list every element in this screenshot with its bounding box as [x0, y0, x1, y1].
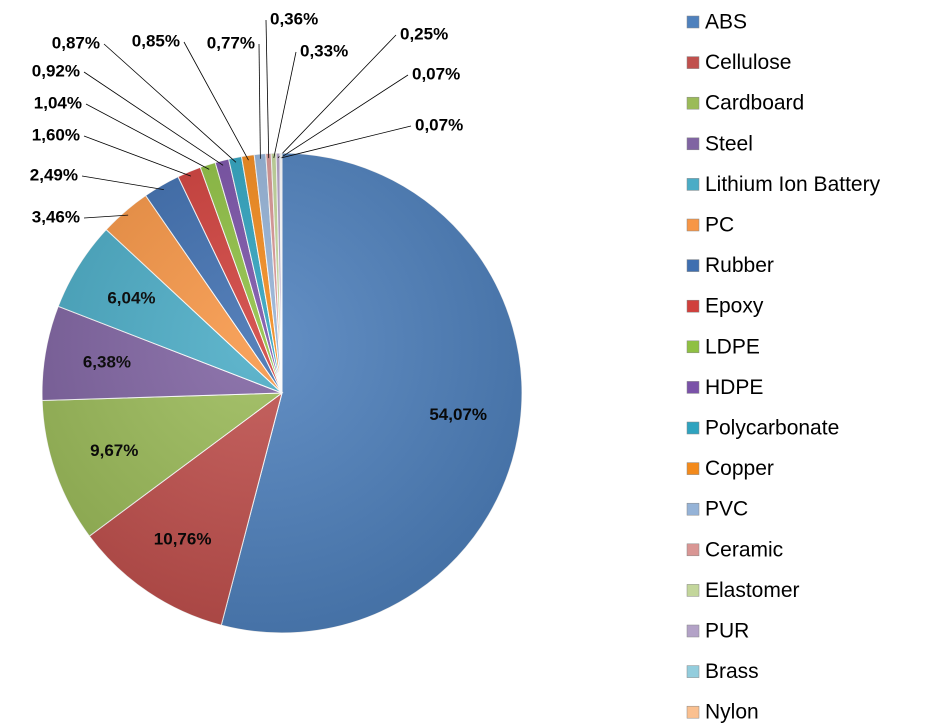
legend-label: Epoxy	[705, 295, 764, 318]
leader-line	[81, 175, 164, 191]
legend-swatch	[686, 381, 700, 394]
legend-swatch	[686, 56, 700, 69]
legend-label: Steel	[705, 132, 753, 155]
data-label: 3,46%	[32, 207, 80, 226]
legend-label: PUR	[705, 620, 749, 643]
data-label: 54,07%	[429, 405, 487, 424]
data-label: 2,49%	[30, 165, 78, 184]
legend-label: Rubber	[705, 254, 774, 277]
legend-label: PVC	[705, 498, 748, 521]
data-label: 0,92%	[32, 61, 80, 80]
legend-label: Lithium Ion Battery	[705, 173, 881, 196]
leader-line	[258, 43, 261, 159]
data-label: 6,38%	[83, 353, 131, 372]
legend-swatch	[686, 178, 700, 191]
legend-label: Brass	[705, 660, 759, 683]
legend-swatch	[686, 299, 700, 313]
leader-line	[281, 125, 412, 159]
data-label: 9,67%	[90, 441, 138, 460]
leader-line	[277, 34, 397, 159]
data-label: 0,25%	[400, 24, 448, 43]
legend-label: Elastomer	[705, 579, 800, 602]
data-label: 1,60%	[32, 125, 80, 144]
leader-line	[103, 43, 237, 163]
data-label: 0,85%	[132, 31, 180, 50]
legend-label: Copper	[705, 457, 774, 480]
leader-line	[265, 19, 270, 159]
legend-label: ABS	[705, 11, 747, 34]
legend-label: Ceramic	[705, 538, 783, 561]
data-label: 10,76%	[154, 530, 212, 549]
legend-swatch	[686, 421, 700, 435]
data-label: 0,77%	[207, 33, 255, 52]
legend-swatch	[686, 137, 700, 151]
legend-swatch	[686, 705, 700, 719]
leader-line	[183, 41, 249, 161]
data-label: 1,04%	[34, 93, 82, 112]
leader-line	[280, 74, 409, 159]
legend-swatch	[686, 502, 700, 516]
legend-swatch	[686, 15, 700, 29]
legend-swatch	[686, 96, 700, 110]
legend-label: LDPE	[705, 335, 760, 358]
legend-label: Nylon	[705, 701, 759, 724]
leader-line	[83, 71, 224, 166]
data-label: 0,07%	[412, 64, 460, 83]
legend-swatch	[686, 665, 700, 678]
legend-swatch	[686, 340, 700, 354]
legend-label: PC	[705, 214, 734, 237]
legend-label: Cellulose	[705, 51, 791, 74]
data-label: 0,33%	[300, 41, 348, 60]
legend-swatch	[686, 543, 700, 557]
legend-swatch	[686, 462, 700, 475]
data-label: 0,07%	[415, 115, 463, 134]
legend-swatch	[686, 584, 700, 597]
legend-swatch	[686, 218, 700, 232]
data-label: 6,04%	[107, 288, 155, 307]
legend-swatch	[686, 624, 700, 638]
legend-swatch	[686, 259, 700, 272]
leader-line	[83, 135, 192, 177]
data-label: 0,36%	[270, 9, 318, 28]
leader-line	[273, 51, 297, 159]
legend-label: Polycarbonate	[705, 417, 839, 440]
legend-label: Cardboard	[705, 92, 804, 115]
data-label: 0,87%	[52, 33, 100, 52]
legend-label: HDPE	[705, 376, 763, 399]
